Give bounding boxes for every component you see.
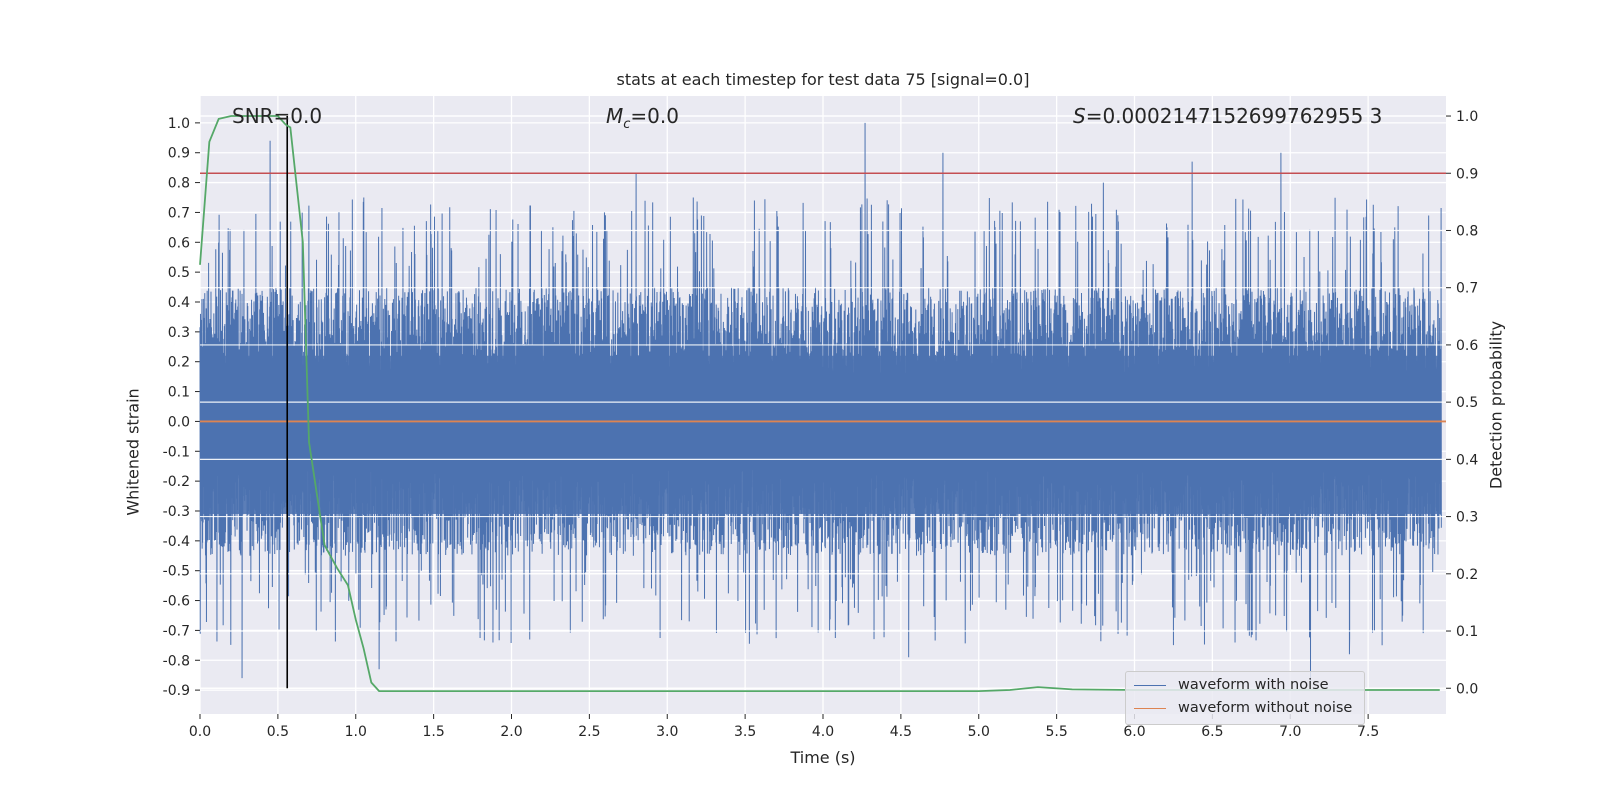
x-tick-label: 7.5	[1357, 724, 1379, 740]
x-tick-label: 1.5	[422, 724, 444, 740]
y-right-tick-label: 0.6	[1456, 338, 1478, 354]
x-tick-label: 2.5	[578, 724, 600, 740]
y-left-tick-label: 0.9	[168, 146, 190, 162]
y-left-tick-label: -0.1	[163, 444, 190, 460]
series-waveform-with-noise-core	[200, 355, 1442, 514]
legend-item-with-noise: waveform with noise	[1134, 675, 1329, 695]
y-right-tick-label: 0.4	[1456, 452, 1478, 468]
legend-label-without-noise: waveform without noise	[1178, 700, 1353, 716]
y-right-tick-label: 1.0	[1456, 109, 1478, 125]
x-tick-label: 2.0	[500, 724, 522, 740]
y-right-tick-label: 0.9	[1456, 166, 1478, 182]
legend-swatch-without-noise	[1134, 707, 1166, 709]
y-left-tick-label: 0.6	[168, 235, 190, 251]
y-axis-left-label: Whitened strain	[123, 388, 143, 516]
series-detection-probability	[199, 115, 1440, 693]
y-left-tick-label: -0.6	[163, 594, 190, 610]
legend: waveform with noise waveform without noi…	[1125, 671, 1365, 725]
x-tick-label: 1.0	[345, 724, 367, 740]
y-right-tick-label: 0.0	[1456, 681, 1478, 697]
y-left-tick-label: -0.4	[163, 534, 190, 550]
x-tick-label: 4.0	[812, 724, 834, 740]
legend-item-without-noise: waveform without noise	[1134, 698, 1352, 718]
y-axis-right-label: Detection probability	[1486, 320, 1506, 490]
legend-swatch-with-noise	[1134, 684, 1166, 686]
snr-annotation: SNR=0.0	[232, 104, 323, 128]
y-right-tick-label: 0.7	[1456, 281, 1478, 297]
y-left-tick-label: 0.1	[168, 385, 190, 401]
x-tick-label: 3.0	[656, 724, 678, 740]
y-left-tick-label: 0.5	[168, 265, 190, 281]
y-left-tick-label: 0.4	[168, 295, 190, 311]
x-tick-label: 5.5	[1045, 724, 1067, 740]
y-right-tick-label: 0.8	[1456, 223, 1478, 239]
y-left-tick-label: 1.0	[168, 116, 190, 132]
y-left-tick-label: -0.9	[163, 683, 190, 699]
s-annotation: S=0.0002147152699762955 3	[1073, 104, 1383, 128]
y-left-tick-label: 0.3	[168, 325, 190, 341]
y-left-tick-label: -0.3	[163, 504, 190, 520]
chart-title: stats at each timestep for test data 75 …	[616, 70, 1030, 89]
y-left-tick-label: -0.8	[163, 653, 190, 669]
y-left-tick-label: 0.8	[168, 176, 190, 192]
x-tick-label: 6.0	[1123, 724, 1145, 740]
y-left-tick-label: 0.2	[168, 355, 190, 371]
y-right-tick-label: 0.1	[1456, 624, 1478, 640]
y-left-tick-label: -0.2	[163, 474, 190, 490]
x-tick-label: 3.5	[734, 724, 756, 740]
x-tick-label: 7.0	[1279, 724, 1301, 740]
y-right-tick-label: 0.5	[1456, 395, 1478, 411]
legend-label-with-noise: waveform with noise	[1178, 677, 1329, 693]
x-tick-label: 5.0	[968, 724, 990, 740]
x-tick-label: 4.5	[890, 724, 912, 740]
y-right-tick-label: 0.2	[1456, 567, 1478, 583]
y-right-tick-label: 0.3	[1456, 510, 1478, 526]
x-tick-label: 0.0	[189, 724, 211, 740]
x-tick-label: 6.5	[1201, 724, 1223, 740]
y-left-tick-label: -0.7	[163, 623, 190, 639]
y-left-tick-label: -0.5	[163, 564, 190, 580]
x-axis-label: Time (s)	[790, 748, 856, 767]
y-left-tick-label: 0.0	[168, 414, 190, 430]
y-left-tick-label: 0.7	[168, 205, 190, 221]
x-tick-label: 0.5	[267, 724, 289, 740]
mc-annotation: Mc=0.0	[606, 104, 679, 132]
